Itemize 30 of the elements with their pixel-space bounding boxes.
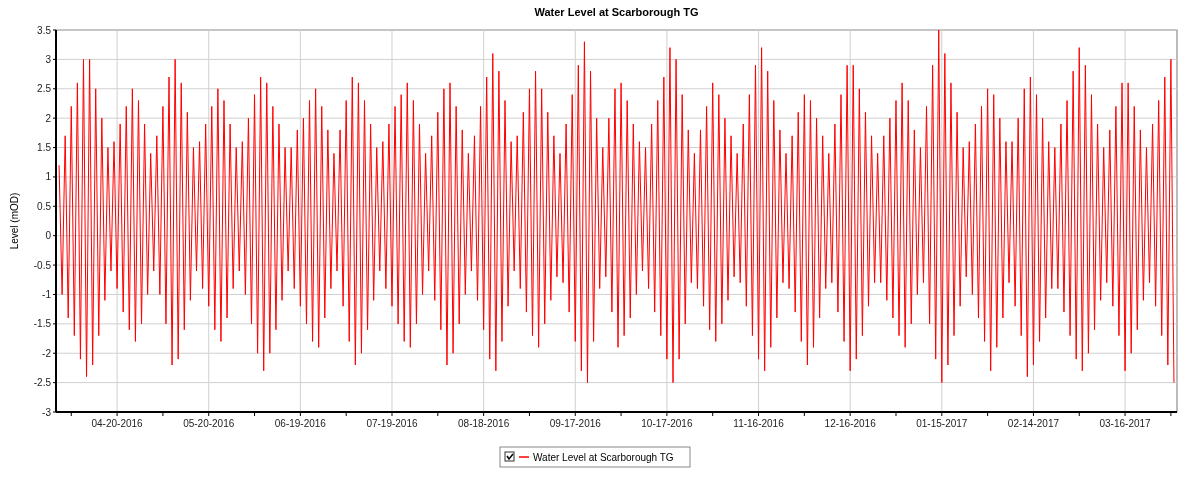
- line-series: [58, 29, 1175, 384]
- y-tick-label: -1: [42, 288, 52, 300]
- y-tick-label: 0: [45, 230, 52, 242]
- x-tick-label: 09-17-2016: [549, 418, 602, 429]
- y-tick-label: 2.5: [37, 83, 52, 95]
- y-tick-label: -2.5: [33, 377, 52, 389]
- x-tick-label: 05-20-2016: [183, 418, 235, 429]
- x-tick-label: 04-20-2016: [91, 418, 144, 429]
- y-tick-label: -1.5: [33, 318, 52, 330]
- y-tick-label: 3: [45, 53, 52, 65]
- x-tick-label: 03-16-2017: [1099, 418, 1152, 429]
- y-axis-title: Level (mOD): [9, 192, 20, 250]
- x-tick-label: 12-16-2016: [824, 418, 877, 429]
- y-tick-label: 2: [45, 112, 52, 124]
- y-tick-label: -0.5: [33, 259, 52, 271]
- x-tick-label: 10-17-2016: [641, 418, 693, 429]
- y-tick-label: -2: [42, 347, 52, 359]
- y-tick-label: 0.5: [37, 200, 52, 212]
- x-tick-label: 08-18-2016: [458, 418, 510, 429]
- y-tick-label: 3.5: [37, 24, 52, 36]
- y-tick-label: 1.5: [37, 142, 52, 154]
- chart-title: Water Level at Scarborough TG: [534, 6, 699, 18]
- x-tick-label: 01-15-2017: [916, 418, 968, 429]
- x-tick-label: 11-16-2016: [733, 418, 785, 429]
- x-tick-label: 06-19-2016: [274, 418, 327, 429]
- y-tick-label: -3: [42, 406, 52, 418]
- x-tick-label: 02-14-2017: [1007, 418, 1060, 429]
- x-tick-label: 07-19-2016: [366, 418, 419, 429]
- y-tick-label: 1: [45, 171, 52, 183]
- legend-label: Water Level at Scarborough TG: [533, 452, 674, 463]
